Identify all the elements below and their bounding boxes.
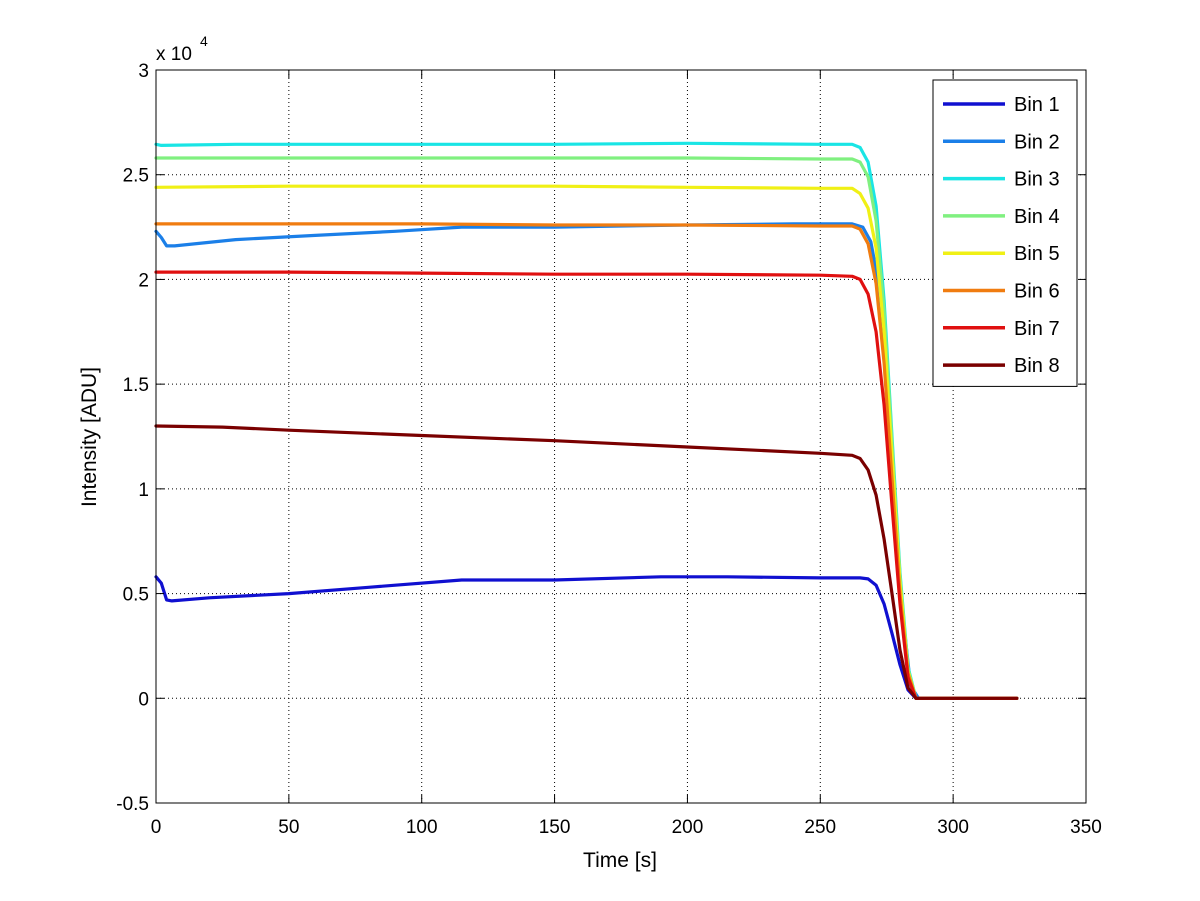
y-axis-multiplier: x 10 4	[156, 33, 208, 65]
x-tick-label: 350	[1070, 817, 1102, 838]
grid-lines	[156, 70, 1086, 803]
legend-label: Bin 8	[1014, 355, 1060, 377]
legend-label: Bin 7	[1014, 318, 1060, 340]
x-tick-label: 300	[937, 817, 969, 838]
series-line-bin-8	[154, 424, 1019, 700]
legend-box	[932, 79, 1078, 387]
y-multiplier-text: x 10	[156, 44, 192, 65]
legend: Bin 1 Bin 2 Bin 3 Bin 4 Bin 5 Bin 6 Bin 7 Bin 8	[932, 79, 1078, 387]
y-tick-label: 1	[138, 480, 149, 501]
x-tick-label: 100	[406, 817, 438, 838]
y-tick-label: -0.5	[116, 794, 149, 815]
plot-frame	[155, 69, 1087, 804]
data-series	[154, 141, 1019, 700]
y-tick-label: 3	[138, 61, 149, 82]
legend-label: Bin 6	[1014, 281, 1060, 303]
y-tick-label: 1.5	[123, 375, 149, 396]
x-tick-label: 50	[278, 817, 299, 838]
x-tick-label: 150	[539, 817, 571, 838]
y-tick-label: 0.5	[123, 585, 149, 606]
series-line-bin-1	[154, 575, 1019, 700]
y-tick-label: 2	[138, 270, 149, 291]
legend-label: Bin 4	[1014, 206, 1060, 228]
legend-label: Bin 3	[1014, 169, 1060, 191]
y-tick-label: 2.5	[123, 166, 149, 187]
series-line-bin-7	[154, 270, 1019, 700]
legend-label: Bin 5	[1014, 243, 1060, 265]
legend-label: Bin 1	[1014, 94, 1060, 116]
legend-label: Bin 2	[1014, 131, 1060, 153]
y-axis-label: Intensity [ADU]	[78, 367, 101, 507]
y-tick-label: 0	[138, 689, 149, 710]
y-multiplier-exponent: 4	[200, 33, 208, 49]
x-tick-label: 250	[804, 817, 836, 838]
x-tick-label: 0	[151, 817, 162, 838]
x-axis-label: Time [s]	[583, 849, 657, 872]
axis-ticks: 0 50 100 150 200 250 300 350-0.500.511.522.53	[116, 61, 1102, 838]
x-tick-label: 200	[672, 817, 704, 838]
